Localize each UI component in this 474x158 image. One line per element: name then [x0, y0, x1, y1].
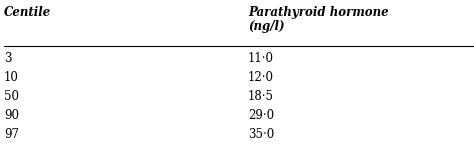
Text: 10: 10: [4, 71, 19, 84]
Text: 97: 97: [4, 128, 19, 141]
Text: 50: 50: [4, 90, 19, 103]
Text: 35·0: 35·0: [248, 128, 274, 141]
Text: 18·5: 18·5: [248, 90, 274, 103]
Text: Parathyroid hormone: Parathyroid hormone: [248, 6, 389, 19]
Text: 11·0: 11·0: [248, 52, 274, 65]
Text: 12·0: 12·0: [248, 71, 274, 84]
Text: (ng/l): (ng/l): [248, 20, 284, 33]
Text: 3: 3: [4, 52, 11, 65]
Text: 90: 90: [4, 109, 19, 122]
Text: Centile: Centile: [4, 6, 51, 19]
Text: 29·0: 29·0: [248, 109, 274, 122]
